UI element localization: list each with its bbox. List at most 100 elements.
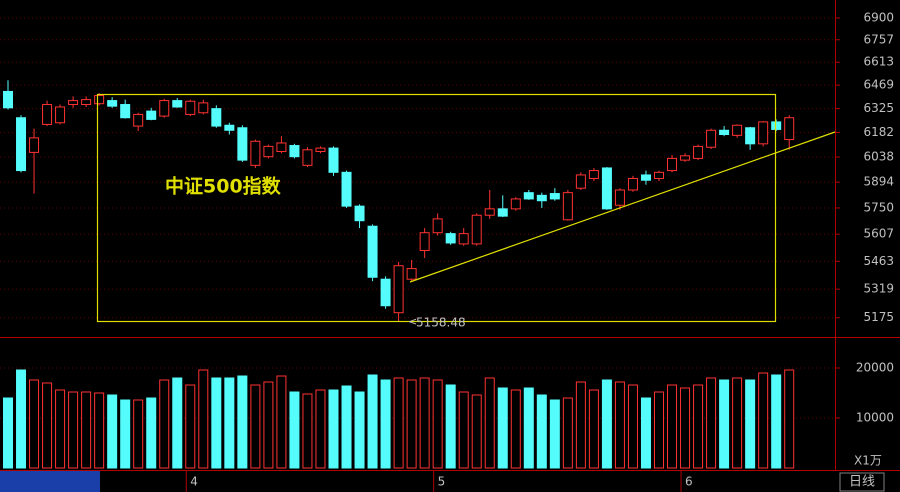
volume-bar <box>328 389 339 469</box>
volume-bar <box>55 389 66 469</box>
x-tick-label: 5 <box>438 475 446 489</box>
candle-body <box>523 192 534 200</box>
candle-body <box>680 155 691 161</box>
volume-bar <box>94 392 105 469</box>
volume-bar <box>419 377 430 469</box>
candle-body <box>250 140 261 166</box>
volume-bar <box>523 387 534 469</box>
period-label[interactable]: 日线 <box>849 475 875 490</box>
volume-bar <box>315 389 326 469</box>
candle-body <box>575 174 586 189</box>
candle-body <box>445 233 456 244</box>
volume-bar <box>211 377 222 469</box>
candle-body <box>745 127 756 145</box>
candle-body <box>81 99 92 106</box>
volume-bar <box>732 377 743 469</box>
candle-body <box>68 100 79 106</box>
volume-bar <box>68 391 79 469</box>
candle-body <box>354 205 365 222</box>
volume-bar <box>771 374 782 469</box>
candle-body <box>588 170 599 179</box>
candle-body <box>211 108 222 127</box>
candle-body <box>16 117 27 172</box>
volume-bar <box>42 382 53 469</box>
candle-body <box>771 121 782 130</box>
candle-body <box>55 106 66 124</box>
volume-bar <box>289 391 300 469</box>
volume-bar <box>354 391 365 469</box>
volume-bar <box>302 393 313 469</box>
volume-bar <box>745 379 756 469</box>
x-tick-label: 4 <box>190 475 198 489</box>
y-tick-label: 6900 <box>863 10 894 24</box>
candle-body <box>315 147 326 153</box>
volume-bar <box>640 397 651 469</box>
candle-body <box>614 189 625 206</box>
volume-bar <box>680 387 691 469</box>
candle-body <box>3 90 13 109</box>
low-arrow: < <box>408 315 417 328</box>
candle-body <box>276 142 287 153</box>
y-tick-label: 5607 <box>863 227 894 241</box>
candle-body <box>263 145 274 158</box>
candle-body <box>497 208 508 217</box>
volume-bar <box>380 379 391 469</box>
volume-bar <box>693 384 704 469</box>
candle-body <box>94 95 105 105</box>
volume-bar <box>341 385 352 469</box>
volume-bar <box>497 387 508 469</box>
volume-bar <box>406 379 417 469</box>
volume-bar <box>172 377 183 469</box>
volume-bar <box>276 375 287 469</box>
candle-body <box>224 124 235 131</box>
y-tick-label: 6038 <box>863 150 894 164</box>
candle-body <box>654 171 664 179</box>
y-tick-label: 6469 <box>863 78 894 92</box>
marks <box>3 80 795 469</box>
candle-body <box>419 232 430 251</box>
volume-bar <box>667 384 678 469</box>
candle-body <box>328 147 339 173</box>
annotation-box <box>96 93 777 323</box>
volume-bar <box>510 389 521 469</box>
candle-body <box>510 198 521 210</box>
y-tick-label: 5463 <box>863 254 894 268</box>
volume-bar <box>758 372 769 469</box>
volume-bar <box>484 377 495 469</box>
candle-body <box>42 104 53 125</box>
volume-bar <box>614 381 625 469</box>
volume-bar <box>237 375 248 469</box>
candle-body <box>29 137 40 153</box>
candle-body <box>484 208 495 216</box>
volume-bar <box>3 397 13 469</box>
y-tick-label: 10000 <box>856 411 894 425</box>
candle-body <box>432 218 443 234</box>
volume-unit: X1万 <box>854 454 882 468</box>
candle-body <box>159 100 170 117</box>
candle-body <box>120 104 131 119</box>
volume-bar <box>575 381 586 469</box>
volume-bar <box>16 369 27 469</box>
volume-bar <box>719 379 730 469</box>
volume-bar <box>120 399 131 469</box>
candle-body <box>758 121 769 145</box>
volume-bar <box>627 384 638 469</box>
candle-body <box>185 100 196 115</box>
volume-bar <box>654 391 664 469</box>
candle-body <box>133 113 144 127</box>
candle-body <box>719 129 730 135</box>
y-tick-label: 6325 <box>863 101 894 115</box>
y-tick-label: 6613 <box>863 55 894 69</box>
candle-body <box>667 157 678 172</box>
y-tick-label: 5894 <box>863 175 894 189</box>
y-tick-label: 20000 <box>856 361 894 375</box>
y-tick-label: 5175 <box>863 310 894 324</box>
volume-bar <box>393 377 404 469</box>
y-tick-label: 6757 <box>863 32 894 46</box>
candle-body <box>367 225 378 278</box>
candle-body <box>380 278 391 307</box>
candle-body <box>471 214 482 245</box>
volume-bar <box>29 379 40 469</box>
